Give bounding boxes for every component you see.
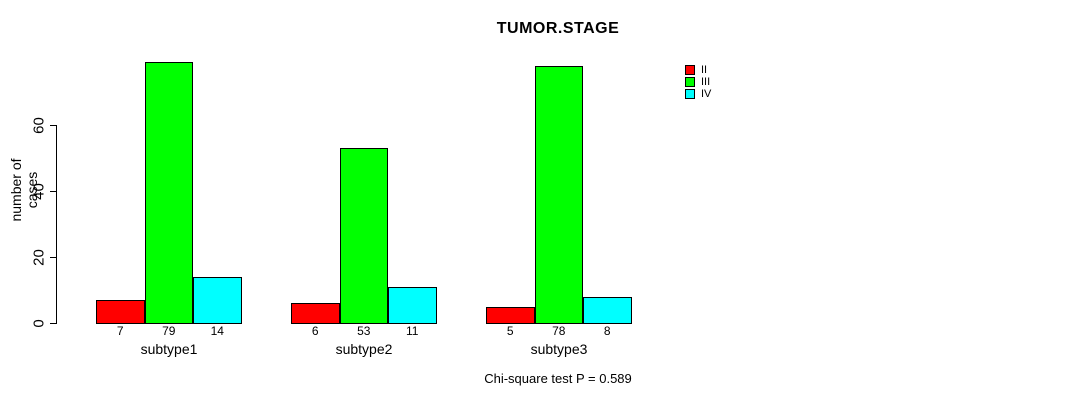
bar-value-label: 5 [506, 324, 514, 338]
chart-title: TUMOR.STAGE [496, 20, 620, 37]
bar [144, 62, 193, 324]
legend-entry: II [685, 64, 711, 76]
legend-entry: IV [685, 88, 712, 100]
legend: II III IV [685, 65, 711, 101]
footnote-chi-square: Chi-square test P = 0.589 [484, 371, 632, 386]
legend-swatch [685, 89, 695, 99]
bar [339, 148, 388, 324]
legend-label: II [701, 64, 708, 76]
legend-label: III [701, 76, 711, 88]
y-axis-line [56, 125, 57, 324]
y-axis-tick-label: 20 [30, 249, 48, 266]
y-axis-tick-label: 0 [30, 319, 48, 328]
bar-value-label: 6 [311, 324, 319, 338]
legend-label: IV [701, 88, 712, 100]
bar-value-label: 79 [162, 324, 176, 338]
category-label: subtype2 [335, 341, 393, 357]
y-axis-label: number of cases [8, 158, 40, 222]
legend-swatch [685, 77, 695, 87]
bar [193, 276, 242, 324]
category-label: subtype3 [530, 341, 588, 357]
bar-value-label: 8 [603, 324, 611, 338]
y-axis-tick-label: 60 [30, 117, 48, 134]
y-axis-tick [50, 125, 56, 126]
bar [96, 299, 145, 324]
legend-entry: III [685, 76, 711, 88]
y-axis-tick-label: 40 [30, 183, 48, 200]
bar [583, 296, 632, 324]
bar [534, 65, 583, 324]
bar-value-label: 78 [552, 324, 566, 338]
y-axis-tick [50, 323, 56, 324]
bar-value-label: 7 [116, 324, 124, 338]
bar [486, 306, 535, 324]
bar-value-label: 53 [357, 324, 371, 338]
bar-value-label: 11 [406, 324, 419, 338]
category-label: subtype1 [140, 341, 198, 357]
bar [291, 303, 340, 324]
bar-value-label: 14 [210, 324, 224, 338]
legend-swatch [685, 65, 695, 75]
bar [388, 286, 437, 324]
y-axis-tick [50, 257, 56, 258]
y-axis-tick [50, 191, 56, 192]
